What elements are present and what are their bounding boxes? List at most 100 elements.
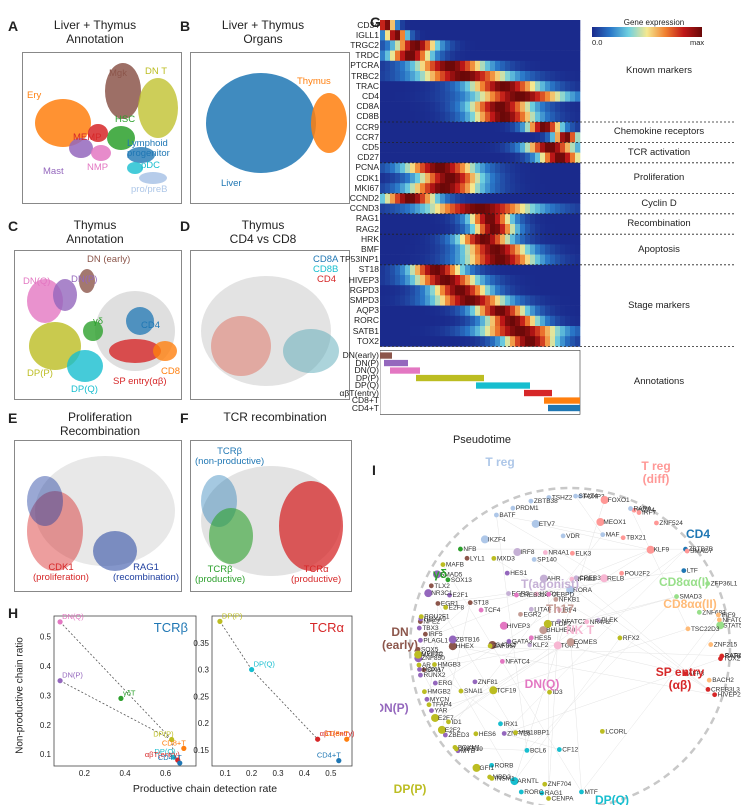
gene-label: TP53INP1 xyxy=(339,254,379,265)
tf-node xyxy=(428,583,434,589)
heatmap-cell xyxy=(435,275,441,286)
heatmap-cell xyxy=(570,326,576,337)
heatmap-cell xyxy=(510,234,516,245)
heatmap-cell xyxy=(530,305,536,317)
tf-node xyxy=(472,763,481,772)
heatmap-cell xyxy=(420,152,426,164)
heatmap-cell xyxy=(440,305,446,317)
heatmap-cell xyxy=(560,81,566,92)
annotation-label: CD8+T xyxy=(351,395,379,406)
heatmap-cell xyxy=(565,142,571,153)
heatmap-cell xyxy=(390,20,396,31)
legend-min: 0.0 xyxy=(592,38,603,47)
heatmap-cell xyxy=(425,224,431,235)
heatmap-cell xyxy=(445,30,451,41)
tf-node xyxy=(498,721,503,727)
heatmap-cell xyxy=(405,305,411,317)
heatmap-cell xyxy=(475,275,481,286)
tf-node xyxy=(531,519,540,528)
tf-node xyxy=(573,493,578,499)
panel-d-title: Thymus CD4 vs CD8 xyxy=(229,218,297,246)
tf-node xyxy=(684,548,690,554)
heatmap-cell xyxy=(430,336,436,347)
heatmap-cell xyxy=(405,101,411,113)
heatmap-cell xyxy=(440,162,446,174)
heatmap-cell xyxy=(560,285,566,296)
heatmap-cell xyxy=(400,50,406,62)
umap-panel-c: DN (early) DN(Q) DN(P) γδ CD4 DP(P) CD8 … xyxy=(14,250,182,400)
label-memp: MEMP xyxy=(73,132,102,143)
heatmap-cell xyxy=(540,50,546,62)
heatmap-cell xyxy=(510,193,516,204)
tf-node-label: AFF3 xyxy=(688,671,704,678)
tf-node-label: ZNF683 xyxy=(702,609,726,616)
heatmap-cell xyxy=(475,244,481,255)
heatmap-cell xyxy=(445,20,451,31)
heatmap-cell xyxy=(405,60,411,72)
tf-node-label: MTF xyxy=(584,789,597,796)
heatmap-cell xyxy=(420,20,426,31)
heatmap-cell xyxy=(405,193,411,204)
heatmap-cell xyxy=(380,336,386,347)
tf-node-label: ZNF850 xyxy=(421,655,445,662)
heatmap-cell xyxy=(525,122,531,133)
heatmap-cell xyxy=(450,213,456,225)
chart-title: TCRα xyxy=(310,620,345,635)
heatmap-cell xyxy=(565,295,571,306)
heatmap-cell xyxy=(430,91,436,102)
heatmap-cell xyxy=(540,285,546,296)
heatmap-cell xyxy=(565,50,571,62)
heatmap-cell xyxy=(480,60,486,72)
heatmap-cell xyxy=(540,326,546,337)
cluster-rag1 xyxy=(93,531,137,571)
heatmap-cell xyxy=(475,30,481,41)
tf-node xyxy=(416,662,422,668)
label-liver: Liver xyxy=(221,178,242,189)
heatmap-cell xyxy=(420,244,426,255)
heatmap-cell xyxy=(395,183,401,194)
heatmap-cell xyxy=(565,91,571,102)
heatmap-cell xyxy=(535,71,541,82)
heatmap-cell xyxy=(475,203,481,215)
heatmap-cell xyxy=(540,71,546,82)
heatmap-cell xyxy=(535,81,541,92)
annotation-bar xyxy=(390,367,420,374)
heatmap-cell xyxy=(380,295,386,306)
heatmap-cell xyxy=(395,193,401,204)
tf-node-label: RORC xyxy=(524,789,543,796)
heatmap-cell xyxy=(450,326,456,337)
heatmap-cell xyxy=(555,132,561,143)
tf-node-label: MIS18BP1 xyxy=(519,730,550,737)
heatmap-cell xyxy=(415,183,421,194)
heatmap-cell xyxy=(385,60,391,72)
heatmap-cell xyxy=(425,173,431,184)
chart-frame xyxy=(211,615,353,767)
tf-node xyxy=(458,688,464,694)
heatmap-cell xyxy=(450,50,456,62)
group-label: (early) xyxy=(382,638,418,652)
heatmap-cell xyxy=(420,91,426,102)
gene-label: TRDC xyxy=(355,50,379,61)
tf-node-label: CREB3L3 xyxy=(711,686,740,693)
heatmap-cell xyxy=(490,295,496,306)
heatmap-cell xyxy=(435,81,441,92)
heatmap-cell xyxy=(455,203,461,215)
tf-node-label: POU2F1 xyxy=(424,614,450,621)
heatmap-cell xyxy=(430,275,436,286)
heatmap-cell xyxy=(425,315,431,327)
heatmap-cell xyxy=(450,111,456,123)
heatmap-cell xyxy=(385,122,391,133)
heatmap-cell xyxy=(575,305,581,317)
tf-node xyxy=(696,609,702,615)
heatmap-cell xyxy=(525,315,531,327)
trajectory-arrow xyxy=(171,739,175,758)
heatmap-cell xyxy=(425,275,431,286)
heatmap-cell xyxy=(450,224,456,235)
heatmap-cell xyxy=(550,264,556,276)
cluster-thymus xyxy=(311,93,347,153)
cluster-cd8 xyxy=(153,341,177,361)
heatmap-cell xyxy=(525,183,531,194)
heatmap-cell xyxy=(410,183,416,194)
heatmap-cell xyxy=(380,183,386,194)
heatmap-cell xyxy=(545,295,551,306)
